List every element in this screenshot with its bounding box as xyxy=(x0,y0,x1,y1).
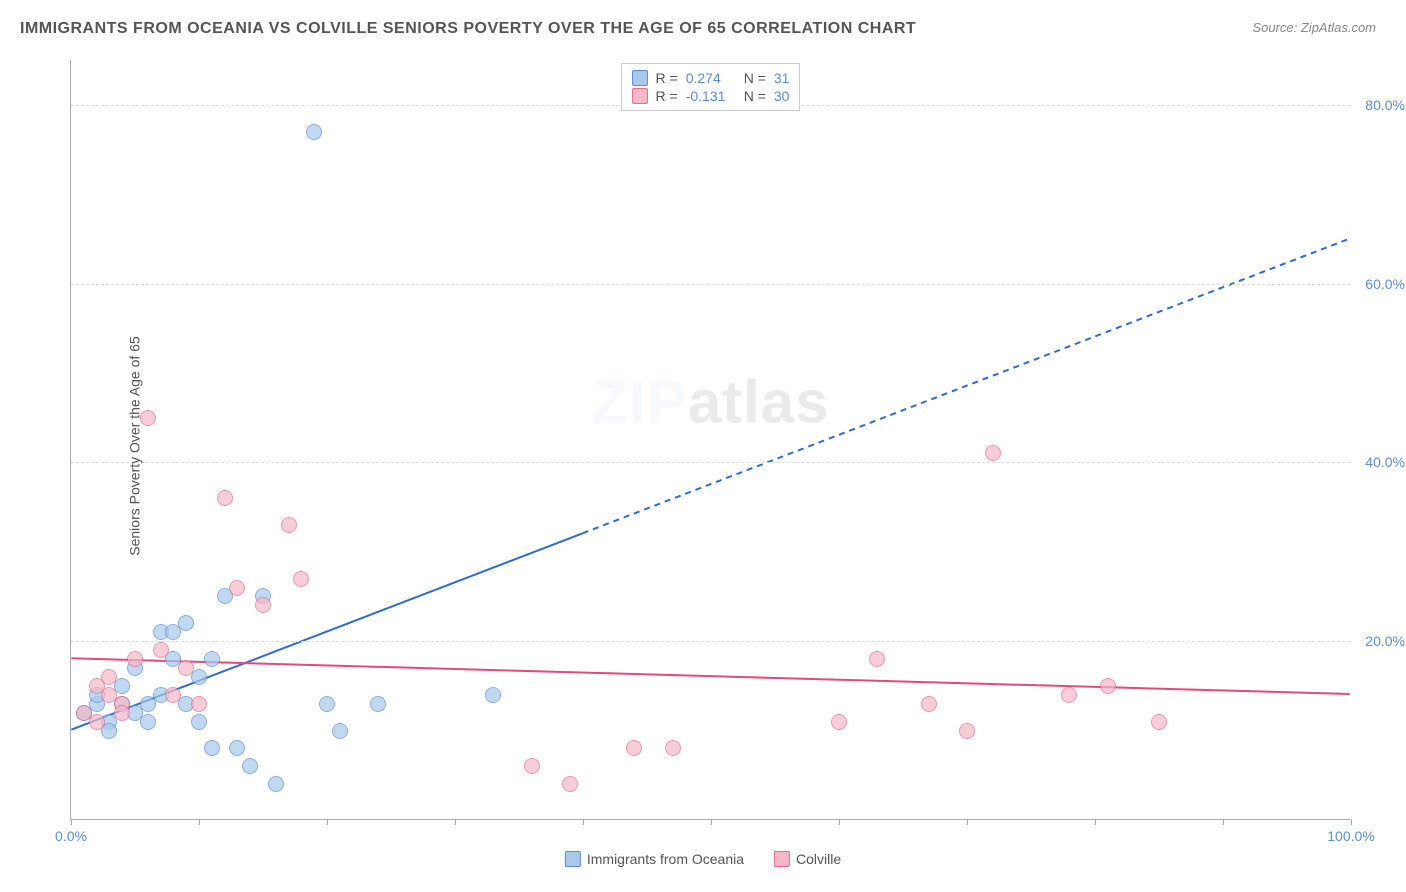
correlation-chart: IMMIGRANTS FROM OCEANIA VS COLVILLE SENI… xyxy=(20,20,1386,872)
scatter-point xyxy=(306,124,322,140)
legend-item: Immigrants from Oceania xyxy=(565,851,744,867)
x-tick xyxy=(327,819,328,825)
x-tick xyxy=(1351,819,1352,825)
scatter-point xyxy=(229,740,245,756)
y-tick-label: 60.0% xyxy=(1365,276,1405,292)
x-tick xyxy=(71,819,72,825)
legend-item: Colville xyxy=(774,851,841,867)
series-legend: Immigrants from Oceania Colville xyxy=(565,851,841,867)
stat-r-label: R = xyxy=(656,88,678,104)
legend-series-name: Immigrants from Oceania xyxy=(587,851,744,867)
scatter-point xyxy=(562,776,578,792)
scatter-point xyxy=(626,740,642,756)
stat-r-value: -0.131 xyxy=(686,88,736,104)
x-tick xyxy=(199,819,200,825)
scatter-point xyxy=(1100,678,1116,694)
scatter-point xyxy=(178,660,194,676)
scatter-point xyxy=(101,669,117,685)
gridline-h xyxy=(71,641,1350,642)
scatter-point xyxy=(985,445,1001,461)
trend-lines-layer xyxy=(71,60,1350,819)
y-tick-label: 40.0% xyxy=(1365,454,1405,470)
x-tick xyxy=(583,819,584,825)
scatter-point xyxy=(204,740,220,756)
x-tick xyxy=(1095,819,1096,825)
legend-swatch-icon xyxy=(632,70,648,86)
legend-swatch-icon xyxy=(565,851,581,867)
scatter-point xyxy=(370,696,386,712)
scatter-point xyxy=(191,696,207,712)
x-tick xyxy=(1223,819,1224,825)
trend-line-solid xyxy=(71,658,1349,694)
scatter-point xyxy=(229,580,245,596)
stats-legend-row: R = -0.131 N = 30 xyxy=(632,88,790,104)
scatter-point xyxy=(869,651,885,667)
scatter-point xyxy=(281,517,297,533)
scatter-point xyxy=(524,758,540,774)
scatter-point xyxy=(485,687,501,703)
x-tick xyxy=(839,819,840,825)
scatter-point xyxy=(293,571,309,587)
stats-legend: R = 0.274 N = 31 R = -0.131 N = 30 xyxy=(621,63,801,111)
scatter-point xyxy=(191,714,207,730)
scatter-point xyxy=(127,651,143,667)
scatter-point xyxy=(1061,687,1077,703)
scatter-point xyxy=(165,624,181,640)
gridline-h xyxy=(71,284,1350,285)
stat-r-label: R = xyxy=(656,70,678,86)
plot-area: ZIPatlas R =0.274N =31R =-0.131N =30 20.… xyxy=(70,60,1350,820)
scatter-point xyxy=(1151,714,1167,730)
watermark: ZIPatlas xyxy=(591,367,829,436)
scatter-point xyxy=(153,642,169,658)
y-tick-label: 80.0% xyxy=(1365,97,1405,113)
x-tick xyxy=(455,819,456,825)
x-tick-label: 100.0% xyxy=(1327,828,1374,844)
scatter-point xyxy=(165,687,181,703)
scatter-point xyxy=(665,740,681,756)
scatter-point xyxy=(831,714,847,730)
x-tick xyxy=(967,819,968,825)
scatter-point xyxy=(114,705,130,721)
gridline-h xyxy=(71,462,1350,463)
stat-n-value: 31 xyxy=(774,70,790,86)
stat-n-label: N = xyxy=(744,70,766,86)
scatter-point xyxy=(959,723,975,739)
chart-title: IMMIGRANTS FROM OCEANIA VS COLVILLE SENI… xyxy=(20,20,1386,38)
x-tick xyxy=(711,819,712,825)
legend-swatch-icon xyxy=(632,88,648,104)
y-axis-label: Seniors Poverty Over the Age of 65 xyxy=(127,336,143,555)
scatter-point xyxy=(89,714,105,730)
legend-swatch-icon xyxy=(774,851,790,867)
y-tick-label: 20.0% xyxy=(1365,633,1405,649)
scatter-point xyxy=(332,723,348,739)
stat-r-value: 0.274 xyxy=(686,70,736,86)
scatter-point xyxy=(268,776,284,792)
x-tick-label: 0.0% xyxy=(55,828,87,844)
scatter-point xyxy=(242,758,258,774)
legend-series-name: Colville xyxy=(796,851,841,867)
scatter-point xyxy=(204,651,220,667)
stats-legend-row: R = 0.274 N = 31 xyxy=(632,70,790,86)
scatter-point xyxy=(140,714,156,730)
scatter-point xyxy=(217,490,233,506)
stat-n-value: 30 xyxy=(774,88,790,104)
scatter-point xyxy=(255,597,271,613)
scatter-point xyxy=(319,696,335,712)
scatter-point xyxy=(921,696,937,712)
stat-n-label: N = xyxy=(744,88,766,104)
source-attribution: Source: ZipAtlas.com xyxy=(1252,20,1376,35)
